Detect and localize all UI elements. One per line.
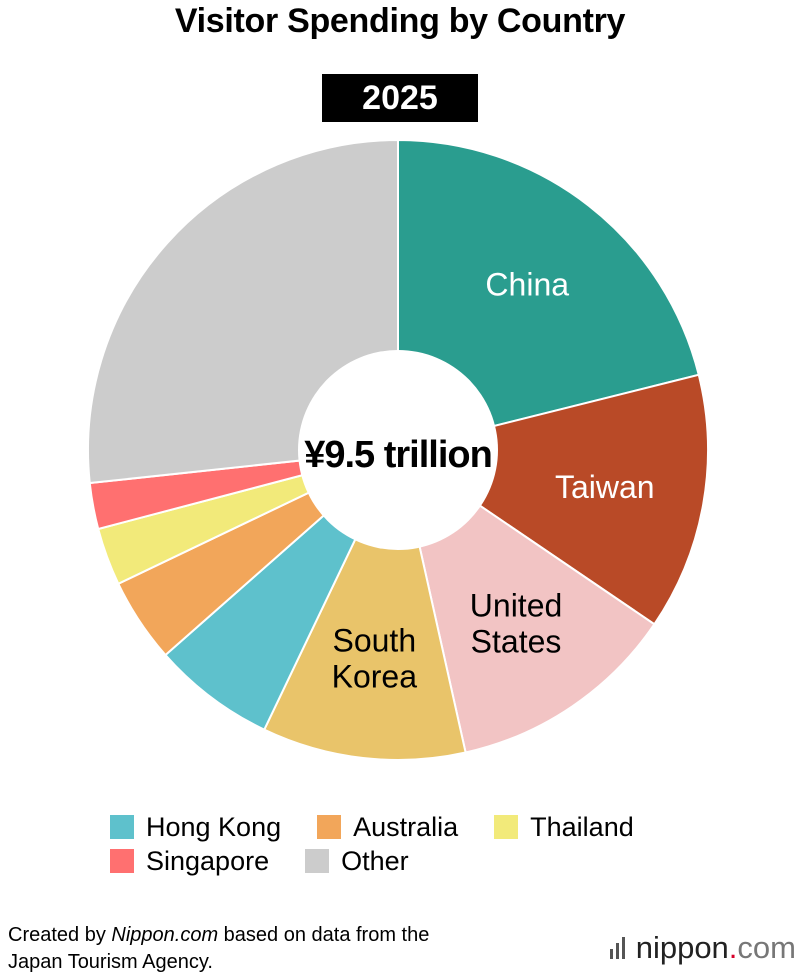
- chart-title: Visitor Spending by Country: [174, 2, 626, 40]
- legend-item-australia: Australia: [317, 812, 458, 843]
- legend-swatch: [494, 815, 519, 839]
- legend-row: Hong Kong Australia Thailand: [110, 810, 750, 844]
- brand-name: nippon: [635, 930, 729, 965]
- year-badge: 2025: [322, 74, 478, 122]
- slice-label-china: China: [485, 266, 569, 302]
- donut-hole: [298, 350, 498, 550]
- legend-item-other: Other: [305, 846, 409, 877]
- slice-label-united-states: United States: [470, 588, 563, 660]
- legend: Hong Kong Australia Thailand Singapore O…: [110, 810, 750, 878]
- legend-row: Singapore Other: [110, 844, 750, 878]
- pie-slice-china: [397, 138, 700, 452]
- brand-dot: .: [728, 930, 738, 965]
- total-label: ¥9.5 trillion: [304, 434, 492, 476]
- source-prefix: Created by: [8, 924, 112, 946]
- source-line-2: Japan Tourism Agency.: [8, 951, 213, 973]
- signal-bars-icon: [609, 937, 628, 959]
- legend-swatch: [305, 849, 330, 873]
- legend-label: Other: [341, 845, 409, 876]
- source-note: Created by Nippon.com based on data from…: [8, 922, 429, 976]
- legend-label: Singapore: [146, 845, 270, 876]
- legend-swatch: [110, 815, 134, 839]
- donut-chart: ¥9.5 trillion China Taiwan United States Sou…: [87, 138, 709, 761]
- source-suffix: based on data from the: [218, 924, 430, 946]
- brand-tld: com: [737, 930, 796, 965]
- brand-logo: nippon. com: [609, 930, 796, 966]
- slice-label-taiwan: Taiwan: [555, 469, 655, 505]
- legend-item-singapore: Singapore: [110, 846, 269, 877]
- legend-label: Australia: [353, 811, 459, 842]
- legend-swatch: [110, 849, 134, 873]
- legend-swatch: [317, 815, 342, 839]
- legend-label: Hong Kong: [146, 811, 282, 842]
- source-site-link[interactable]: Nippon.com: [111, 924, 219, 946]
- legend-label: Thailand: [530, 811, 634, 842]
- slice-label-south-korea: South Korea: [332, 623, 418, 695]
- legend-item-thailand: Thailand: [494, 812, 634, 843]
- legend-item-hong-kong: Hong Kong: [110, 812, 281, 843]
